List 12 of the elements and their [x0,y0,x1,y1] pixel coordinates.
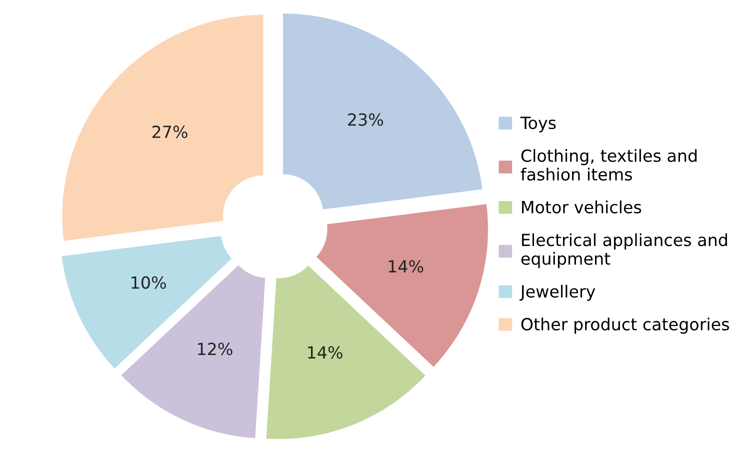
legend-label: Other product categories [521,318,729,334]
data-label: 14% [388,260,424,273]
data-label: 14% [308,346,342,359]
legend-label: Jewellery [520,284,596,301]
data-label: 10% [132,276,166,289]
data-label: 27% [152,126,188,138]
data-label: 12% [198,342,232,356]
legend-label: Clothing, textiles and fashion items [520,149,697,181]
legend-label: Motor vehicles [522,200,642,214]
legend-label: Toys [520,116,556,132]
data-label: 23% [348,113,384,126]
legend-label: Electrical appliances and equipment [521,233,727,268]
